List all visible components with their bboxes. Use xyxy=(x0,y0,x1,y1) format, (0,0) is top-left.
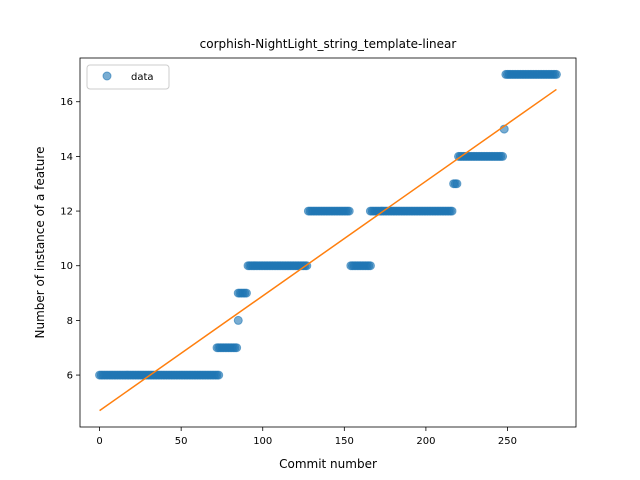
y-tick-label: 12 xyxy=(60,207,73,218)
axes-frame xyxy=(79,57,577,428)
data-point xyxy=(365,261,375,271)
y-tick-label: 14 xyxy=(60,152,73,163)
y-tick-label: 16 xyxy=(60,97,73,108)
y-axis-title: Number of instance of a feature xyxy=(33,147,47,339)
y-axis: 6 8 10 12 14 16 xyxy=(60,97,80,382)
x-tick-label: 200 xyxy=(416,436,435,447)
y-tick-label: 6 xyxy=(67,371,73,382)
data-point xyxy=(498,151,508,161)
y-tick-label: 8 xyxy=(67,316,73,327)
data-point xyxy=(233,315,243,325)
x-tick-label: 50 xyxy=(175,436,188,447)
legend-marker xyxy=(102,71,112,81)
legend: data xyxy=(86,64,170,90)
x-tick-label: 100 xyxy=(253,436,272,447)
data-point xyxy=(214,370,224,380)
data-point xyxy=(241,288,251,298)
data-point xyxy=(447,206,457,216)
data-point xyxy=(344,206,354,216)
legend-box xyxy=(86,64,170,90)
x-axis: 0 50 100 150 200 250 xyxy=(96,427,517,447)
y-tick-label: 10 xyxy=(60,261,73,272)
x-tick-label: 250 xyxy=(498,436,517,447)
legend-label-data: data xyxy=(131,72,154,83)
plot-area xyxy=(95,69,561,412)
x-tick-label: 150 xyxy=(335,436,354,447)
data-point xyxy=(452,179,462,189)
chart-title: corphish-NightLight_string_template-line… xyxy=(200,37,457,51)
data-point xyxy=(551,69,561,79)
data-point xyxy=(232,343,242,353)
fit-line xyxy=(99,88,557,412)
x-tick-label: 0 xyxy=(96,436,102,447)
x-axis-title: Commit number xyxy=(279,457,377,471)
